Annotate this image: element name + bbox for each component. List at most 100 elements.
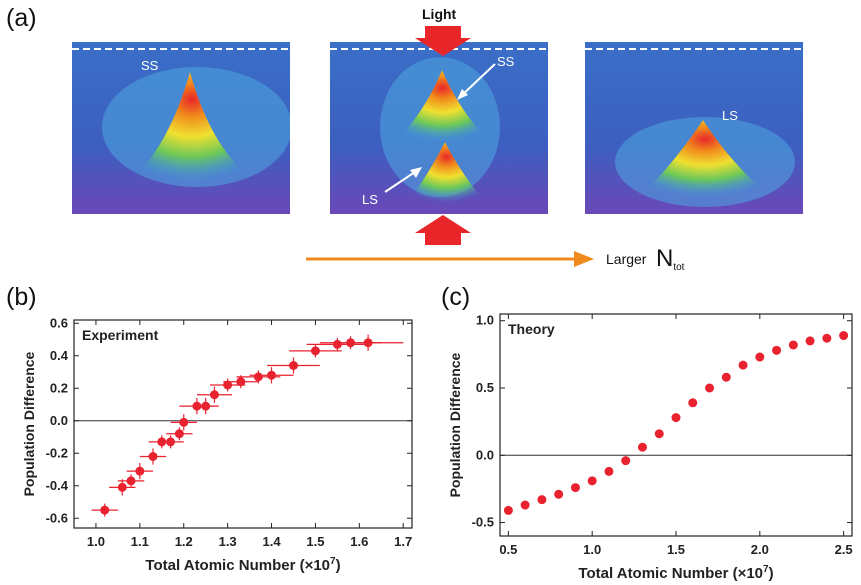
plot-frame	[73, 319, 413, 529]
x-axis-label-close: )	[769, 565, 774, 582]
data-point	[520, 500, 530, 510]
data-point	[503, 505, 513, 515]
x-tick-label: 2.5	[835, 542, 853, 557]
inset-label: Theory	[508, 321, 555, 337]
x-axis-label: Total Atomic Number (×107)	[145, 556, 340, 574]
data-point	[654, 429, 664, 439]
x-tick-label: 1.2	[175, 534, 193, 549]
data-point	[805, 336, 815, 346]
light-arrow-down	[415, 26, 471, 56]
y-tick-label: -0.4	[46, 478, 69, 493]
data-point	[688, 398, 698, 408]
light-label: Light	[422, 6, 457, 22]
data-point	[363, 338, 373, 348]
data-point	[310, 346, 320, 356]
data-point	[332, 339, 342, 349]
x-tick-label: 1.3	[219, 534, 237, 549]
y-axis-label: Population Difference	[21, 351, 37, 496]
data-point	[587, 476, 597, 486]
n-letter: N	[656, 245, 674, 272]
x-axis-label-close: )	[336, 557, 341, 574]
data-point	[126, 476, 136, 486]
x-tick-label: 1.5	[667, 542, 685, 557]
data-point	[637, 442, 647, 452]
y-tick-label: -0.2	[46, 445, 68, 460]
data-point	[267, 370, 277, 380]
data-point	[788, 340, 798, 350]
data-point	[223, 380, 233, 390]
x-tick-label: 1.1	[131, 534, 149, 549]
n-tot-symbol: Ntot	[656, 245, 684, 273]
x-axis-label-exponent: 7	[330, 556, 336, 567]
x-tick-label: 1.7	[394, 534, 412, 549]
data-point	[822, 333, 832, 343]
data-point	[570, 483, 580, 493]
x-tick-label: 0.5	[499, 542, 517, 557]
x-tick-label: 1.5	[306, 534, 324, 549]
absorption-image-1	[72, 42, 290, 214]
n-subscript: tot	[673, 262, 685, 273]
label-ss-1: SS	[141, 58, 159, 73]
x-axis-label-exponent: 7	[763, 564, 769, 575]
y-tick-label: 0.5	[476, 380, 494, 395]
data-point	[721, 372, 731, 382]
density-plot-ss	[72, 42, 290, 214]
x-tick-label: 1.6	[350, 534, 368, 549]
data-point	[772, 345, 782, 355]
x-tick-label: 2.0	[751, 542, 769, 557]
data-point	[100, 505, 110, 515]
y-tick-label: 0.0	[50, 413, 68, 428]
data-point	[705, 383, 715, 393]
data-point	[201, 401, 211, 411]
data-point	[621, 456, 631, 466]
y-tick-label: 0.2	[50, 380, 68, 395]
data-point	[537, 495, 547, 505]
data-point	[755, 352, 765, 362]
absorption-image-3	[585, 42, 803, 214]
y-tick-label: -0.6	[46, 510, 68, 525]
data-point	[166, 437, 176, 447]
x-tick-label: 1.4	[262, 534, 281, 549]
x-axis-label-text: Total Atomic Number (×10	[145, 557, 330, 574]
label-ss-2: SS	[497, 54, 515, 69]
y-axis-label: Population Difference	[450, 352, 463, 497]
x-tick-label: 1.0	[583, 542, 601, 557]
y-tick-label: 0.6	[50, 315, 68, 330]
label-ls-3: LS	[722, 108, 738, 123]
plot-frame	[499, 313, 853, 537]
density-plot-ls	[585, 42, 803, 214]
y-tick-label: 1.0	[476, 313, 494, 328]
data-point	[738, 360, 748, 370]
data-point	[236, 377, 246, 387]
data-point	[179, 417, 189, 427]
y-tick-label: 0.4	[50, 348, 69, 363]
data-point	[148, 452, 158, 461]
theory-chart: 0.5 1.0 1.5 2.0 2.5 -0.5 0.0 0.5 1.0 Theory Popula…	[450, 313, 853, 582]
data-point	[554, 489, 564, 499]
y-tick-label: 0.0	[476, 447, 494, 462]
experiment-chart: 1.0 1.1 1.2 1.3 1.4 1.5 1.6 1.7 -0.6 -0.4 -0.2 0.0 0…	[21, 315, 413, 574]
data-point	[117, 482, 127, 492]
data-point	[209, 390, 219, 400]
x-tick-label: 1.0	[87, 534, 105, 549]
data-point	[288, 361, 298, 370]
panel-c-label: (c)	[441, 283, 471, 311]
y-tick-label: -0.5	[472, 515, 494, 530]
panel-a-label: (a)	[6, 4, 37, 32]
x-axis-label: Total Atomic Number (×107)	[578, 564, 773, 582]
larger-ntot-arrow	[306, 251, 594, 267]
absorption-image-2	[330, 42, 548, 214]
data-point	[174, 429, 184, 439]
data-point	[604, 466, 614, 476]
data-point	[135, 466, 145, 476]
density-plot-ss-ls	[330, 42, 548, 214]
x-axis-label-text: Total Atomic Number (×10	[578, 565, 763, 582]
light-arrow-up	[415, 215, 471, 245]
data-point	[253, 372, 263, 382]
panel-b-label: (b)	[6, 283, 37, 311]
data-point	[839, 331, 849, 341]
data-point	[671, 413, 681, 423]
inset-label: Experiment	[82, 327, 159, 343]
larger-caption: Larger	[606, 251, 647, 267]
label-ls-2: LS	[362, 192, 378, 207]
